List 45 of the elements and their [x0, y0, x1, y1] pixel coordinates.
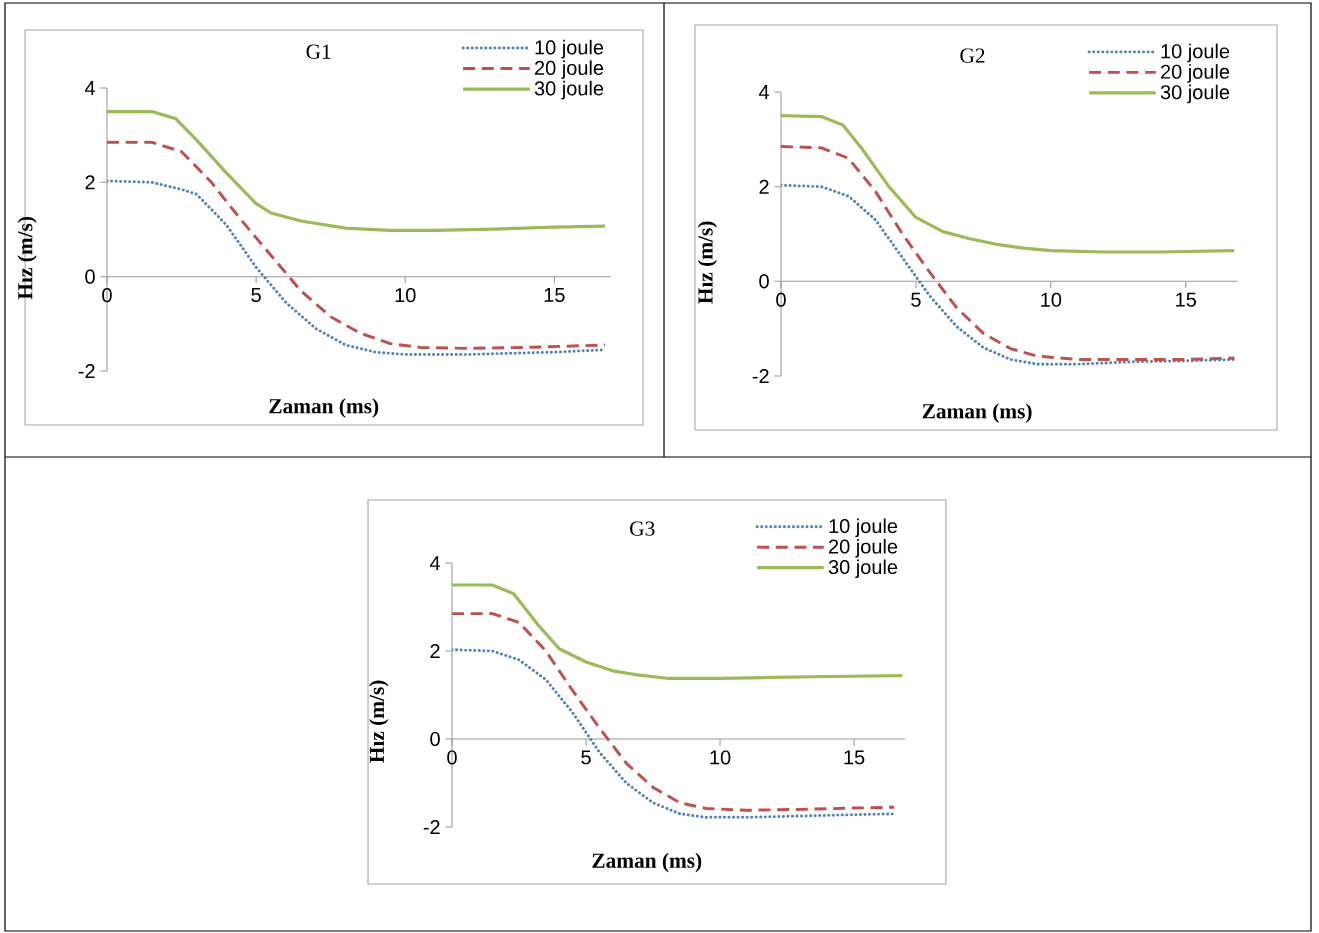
- y-tick-label: -2: [752, 369, 769, 383]
- x-tick-label: 0: [776, 292, 786, 307]
- legend-label: 30 joule: [828, 559, 898, 579]
- legend-label: 10 joule: [829, 518, 898, 538]
- y-tick-label: 2: [759, 179, 769, 194]
- x-axis-title: Zaman (ms): [922, 403, 1032, 423]
- legend-label: 30 joule: [1160, 84, 1230, 104]
- y-tick-label: 0: [759, 274, 769, 289]
- x-tick-label: 15: [1176, 292, 1197, 307]
- legend-label: 20 joule: [829, 538, 898, 558]
- y-axis-title: Hız (m/s): [369, 680, 389, 763]
- x-tick-label: 10: [1041, 292, 1062, 307]
- y-tick-label: 0: [430, 731, 440, 747]
- legend-label: 20 joule: [1161, 64, 1230, 83]
- chart-title: G3: [630, 521, 655, 536]
- x-axis-title: Zaman (ms): [592, 852, 702, 873]
- line-series: [781, 114, 1236, 254]
- chart-title: G2: [960, 48, 985, 63]
- line-series: [452, 583, 904, 680]
- y-tick-label: 4: [84, 81, 96, 95]
- y-tick-label: -2: [423, 820, 440, 834]
- legend-label: 10 joule: [1161, 43, 1230, 63]
- y-axis-title: Hız (m/s): [697, 221, 718, 304]
- chart-title: G1: [306, 44, 331, 59]
- x-tick-label: 15: [844, 750, 865, 765]
- y-tick-label: 4: [758, 85, 770, 99]
- x-tick-label: 10: [395, 288, 416, 303]
- x-axis-title: Zaman (ms): [269, 398, 379, 418]
- x-tick-label: 5: [911, 292, 921, 307]
- x-tick-label: 5: [251, 288, 261, 302]
- y-tick-label: 2: [85, 175, 95, 190]
- y-tick-label: 2: [430, 644, 440, 658]
- line-series: [107, 109, 607, 233]
- y-tick-label: 4: [429, 556, 441, 570]
- y-tick-label: -2: [78, 364, 95, 378]
- x-tick-label: 10: [710, 750, 731, 765]
- x-tick-label: 5: [581, 750, 591, 765]
- x-tick-label: 0: [447, 750, 457, 765]
- legend-label: 20 joule: [535, 60, 604, 79]
- legend-label: 30 joule: [534, 80, 604, 100]
- x-tick-label: 0: [102, 288, 112, 303]
- y-tick-label: 0: [85, 269, 95, 284]
- y-axis-title: Hız (m/s): [17, 216, 37, 300]
- x-tick-label: 15: [544, 288, 565, 302]
- legend-label: 10 joule: [535, 39, 604, 59]
